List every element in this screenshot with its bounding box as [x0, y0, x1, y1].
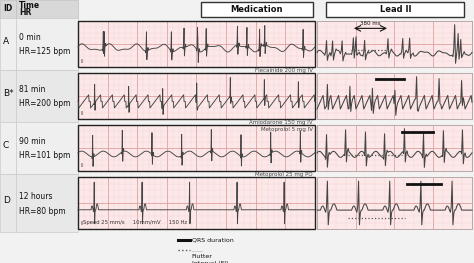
Text: 90 min: 90 min [19, 137, 46, 146]
Bar [317, 73, 472, 119]
Bar [0, 0, 16, 18]
Text: HR=101 bpm: HR=101 bpm [19, 151, 70, 160]
Text: II: II [81, 163, 84, 168]
Text: II: II [81, 59, 84, 64]
Bar [0, 122, 16, 174]
Bar [317, 73, 472, 119]
Bar [317, 21, 472, 67]
Text: HR=125 bpm: HR=125 bpm [19, 47, 70, 56]
Text: HR=80 bpm: HR=80 bpm [19, 207, 65, 216]
Text: HR=200 bpm: HR=200 bpm [19, 99, 71, 108]
Bar [317, 177, 472, 229]
Bar [78, 73, 315, 119]
Bar [317, 125, 472, 171]
Text: II: II [81, 221, 84, 226]
Text: Time: Time [19, 1, 40, 9]
Text: C: C [3, 141, 9, 150]
Bar [16, 174, 78, 232]
FancyBboxPatch shape [327, 2, 465, 17]
Text: Flutter: Flutter [191, 255, 212, 260]
Text: 0 min: 0 min [19, 33, 41, 42]
Text: 81 min: 81 min [19, 85, 46, 94]
Text: II: II [81, 111, 84, 116]
Bar [78, 177, 315, 229]
Bar [0, 174, 16, 232]
Text: HR: HR [19, 8, 31, 17]
Bar [78, 125, 315, 171]
Text: 380 ms: 380 ms [360, 21, 381, 26]
Text: Amiodarone 150 mg IV: Amiodarone 150 mg IV [249, 120, 313, 125]
Text: Metoprolol 25 mg PO: Metoprolol 25 mg PO [255, 172, 313, 177]
Bar [0, 18, 16, 70]
FancyBboxPatch shape [201, 2, 313, 17]
Bar [16, 0, 78, 18]
Bar [317, 21, 472, 67]
Text: D: D [3, 196, 10, 205]
Text: ID: ID [3, 4, 12, 13]
Text: 12 hours: 12 hours [19, 191, 53, 201]
Text: Interval (FI): Interval (FI) [191, 261, 228, 263]
Text: QRS duration: QRS duration [191, 237, 233, 242]
Text: A: A [3, 37, 9, 46]
Bar [16, 70, 78, 122]
Text: ......: ...... [191, 247, 203, 252]
Text: Speed 25 mm/s     10mm/mV     150 Hz: Speed 25 mm/s 10mm/mV 150 Hz [83, 220, 187, 225]
Bar [78, 21, 315, 67]
Bar [78, 21, 315, 67]
Bar [16, 18, 78, 70]
Text: B*: B* [3, 89, 14, 98]
Bar [78, 177, 315, 229]
Bar [78, 73, 315, 119]
Text: Metoprolol 5 mg IV: Metoprolol 5 mg IV [261, 127, 313, 132]
Text: Lead II: Lead II [380, 4, 411, 13]
Text: Flecainide 200 mg IV: Flecainide 200 mg IV [255, 68, 313, 73]
Bar [317, 177, 472, 229]
Bar [0, 70, 16, 122]
Text: Medication: Medication [231, 4, 283, 13]
Bar [16, 122, 78, 174]
Bar [317, 125, 472, 171]
Bar [78, 125, 315, 171]
